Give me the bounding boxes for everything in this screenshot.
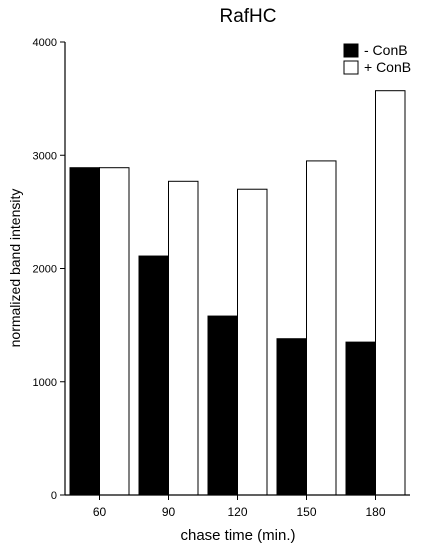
axes (60, 41, 410, 500)
legend-swatch-plus-conb (343, 60, 359, 75)
tick-labels: 60 90 120 150 180 0 1000 2000 3000 4000 (33, 37, 386, 519)
legend-label-minus-conb: - ConB (364, 42, 408, 58)
y-tick-label: 4000 (33, 37, 57, 49)
x-tick-label: 150 (296, 505, 316, 519)
bar-plus-conb-150 (306, 160, 337, 496)
bar-plus-conb-90 (168, 180, 199, 496)
legend-swatch-minus-conb (343, 43, 359, 58)
legend-label-plus-conb: + ConB (364, 59, 411, 75)
legend: - ConB+ ConB (343, 42, 411, 75)
bar-plus-conb-60 (99, 167, 130, 496)
bar-minus-conb-120 (207, 315, 238, 496)
bar-minus-conb-90 (138, 255, 169, 496)
bars (69, 90, 406, 496)
x-tick-label: 180 (365, 505, 385, 519)
bar-minus-conb-180 (345, 341, 376, 496)
x-tick-label: 60 (93, 505, 107, 519)
y-tick-label: 3000 (33, 150, 57, 162)
y-tick-label: 0 (51, 490, 57, 502)
bar-minus-conb-60 (69, 167, 100, 496)
y-tick-label: 2000 (33, 264, 57, 276)
x-tick-label: 120 (227, 505, 247, 519)
y-axis-label: normalized band intensity (7, 189, 23, 348)
chart-title: RafHC (219, 6, 276, 27)
x-tick-label: 90 (162, 505, 176, 519)
bar-minus-conb-150 (276, 338, 307, 496)
bar-plus-conb-180 (375, 90, 406, 496)
y-tick-label: 1000 (33, 377, 57, 389)
x-axis-label: chase time (min.) (180, 527, 295, 544)
bar-plus-conb-120 (237, 188, 268, 496)
